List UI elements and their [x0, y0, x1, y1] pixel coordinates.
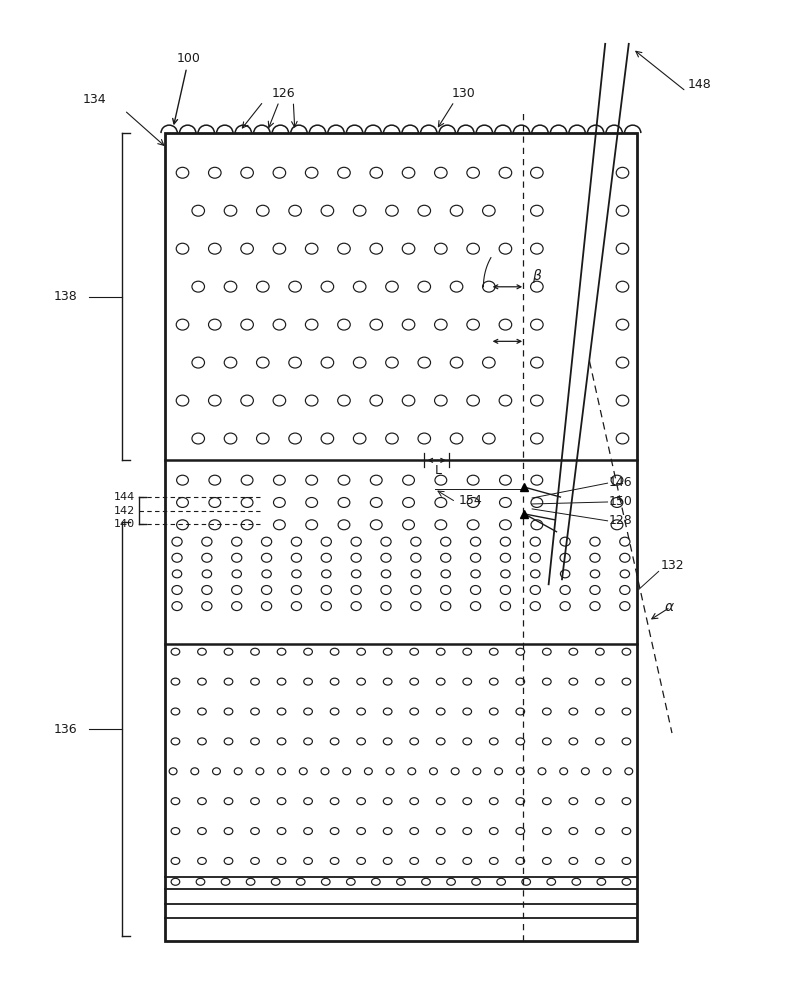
Bar: [165, 133, 637, 941]
Text: 144: 144: [114, 492, 135, 502]
Text: L: L: [435, 464, 441, 477]
Text: 150: 150: [609, 495, 633, 508]
Text: 140: 140: [114, 519, 135, 529]
Text: 128: 128: [609, 514, 633, 527]
Text: 126: 126: [272, 87, 295, 100]
Text: 146: 146: [609, 476, 633, 489]
Text: 134: 134: [83, 93, 106, 106]
Text: $\beta$: $\beta$: [532, 267, 542, 285]
Text: 154: 154: [458, 494, 482, 507]
Text: 142: 142: [114, 506, 135, 516]
Text: 132: 132: [661, 559, 684, 572]
Text: 100: 100: [172, 52, 201, 124]
Text: 136: 136: [54, 723, 77, 736]
Text: 138: 138: [53, 290, 77, 303]
Text: 148: 148: [688, 78, 711, 91]
Text: $\alpha$: $\alpha$: [664, 600, 675, 614]
Text: 130: 130: [452, 87, 476, 100]
